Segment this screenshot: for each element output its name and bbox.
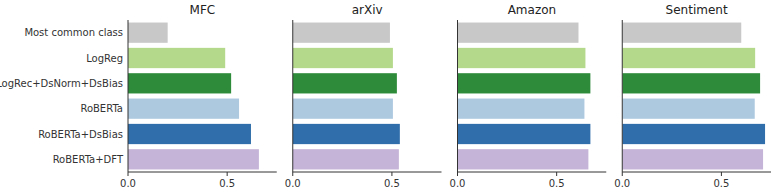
category-label: Most common class [24,27,123,38]
bar [458,23,579,43]
x-tick [391,172,392,176]
bar [128,149,259,169]
panel: Sentiment 0.0 0.5 [614,3,771,189]
panel: arXiv 0.0 0.5 [285,3,442,189]
x-tick-label: 0.0 [614,178,630,189]
category-label: RoBERTa+DFT [53,154,124,165]
bars [622,23,765,170]
y-axis-line [292,20,293,172]
y-axis-line [128,20,129,172]
bar [458,149,589,169]
bar [622,99,754,119]
x-axis-line [293,172,442,173]
bar [458,124,591,144]
x-tick [457,172,458,176]
bar [293,149,399,169]
panel: MFC Most common class LogReg LogRec+DsNorm+… [0,3,277,189]
x-tick [721,172,722,176]
x-tick [556,172,557,176]
bar [458,48,586,68]
bars [293,23,400,170]
bar [128,73,231,93]
bar [622,149,763,169]
x-tick [292,172,293,176]
bar [622,124,765,144]
x-axis-line [622,172,771,173]
chart: MFC Most common class LogReg LogRec+DsNorm+… [0,0,783,194]
category-label: LogRec+DsNorm+DsBias [0,78,123,89]
panel: Amazon 0.0 0.5 [450,3,607,189]
x-tick [227,172,228,176]
panel-title: Amazon [508,3,557,17]
bar [293,23,390,43]
category-label: LogReg [86,53,123,64]
bars [458,23,591,170]
x-axis-line [128,172,277,173]
y-axis-line [457,20,458,172]
bar [622,48,755,68]
bar [128,124,251,144]
x-axis-line [458,172,607,173]
bar [128,48,225,68]
panel-title: arXiv [352,3,383,17]
y-axis-line [622,20,623,172]
x-tick-label: 0.0 [285,178,301,189]
x-tick-label: 0.5 [549,178,565,189]
bar [293,124,400,144]
x-tick-label: 0.5 [384,178,400,189]
x-tick [128,172,129,176]
bar [458,99,585,119]
bar [622,23,741,43]
x-tick-label: 0.0 [120,178,136,189]
bars [128,23,259,170]
panel-title: Sentiment [666,3,728,17]
category-label: RoBERTa+DsBias [38,129,123,140]
x-tick-label: 0.0 [450,178,466,189]
x-tick-label: 0.5 [713,178,729,189]
panel-title: MFC [190,3,216,17]
bar [128,99,239,119]
bar [293,48,393,68]
x-tick [622,172,623,176]
bar [128,23,168,43]
x-tick-label: 0.5 [219,178,235,189]
category-label: RoBERTa [80,103,123,114]
bar [622,73,760,93]
bar [458,73,591,93]
bar [293,73,397,93]
bar [293,99,393,119]
